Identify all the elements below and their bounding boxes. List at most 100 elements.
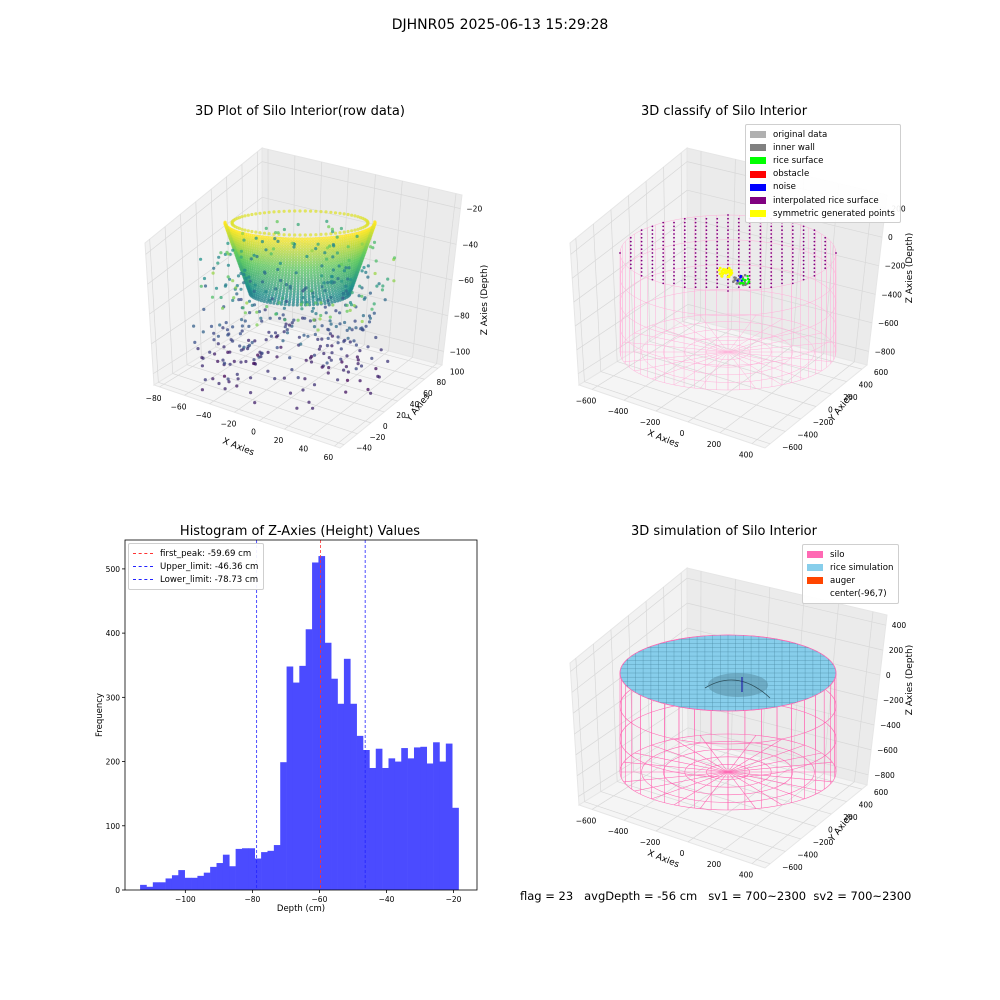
depth-point [271, 275, 275, 279]
legend-label: Upper_limit: -46.36 cm [160, 561, 259, 572]
depth-point [257, 260, 261, 264]
depth-point [265, 261, 269, 265]
p4-z-tick: 0 [886, 671, 891, 680]
histogram-x-tick: −40 [379, 895, 395, 904]
legend-entry: first_peak: -59.69 cm [133, 547, 258, 560]
depth-point [262, 245, 266, 249]
depth-point [320, 249, 324, 253]
depth-point [306, 247, 310, 252]
depth-point [261, 235, 265, 239]
depth-point [321, 294, 326, 298]
depth-point [290, 279, 294, 283]
histogram-bar [318, 556, 326, 890]
depth-point [313, 281, 317, 285]
depth-point [267, 280, 271, 284]
depth-point [266, 249, 271, 253]
histogram-bar [178, 870, 185, 890]
depth-point [312, 260, 316, 264]
depth-point [307, 284, 311, 288]
depth-point [265, 238, 269, 242]
depth-point [297, 250, 301, 254]
depth-point [324, 267, 328, 271]
legend-swatch [133, 579, 153, 581]
depth-point [324, 236, 328, 240]
p4-z-tick: −400 [880, 721, 901, 730]
depth-point [300, 277, 304, 281]
depth-point [315, 268, 319, 272]
depth-point [300, 266, 304, 270]
depth-point [338, 298, 342, 302]
depth-point [284, 274, 288, 278]
depth-point [272, 270, 276, 274]
depth-point [303, 240, 307, 244]
depth-point [281, 292, 285, 296]
depth-point [259, 299, 264, 303]
depth-point [272, 267, 276, 271]
depth-point [270, 238, 274, 243]
depth-point [282, 258, 286, 262]
histogram-y-tick: 400 [106, 629, 121, 638]
depth-point [277, 276, 281, 280]
depth-point [331, 290, 335, 294]
depth-point [257, 245, 261, 249]
depth-point [332, 284, 337, 288]
p4-z-tick: 400 [892, 621, 907, 630]
depth-point [256, 268, 260, 272]
depth-point [281, 237, 285, 241]
depth-point [285, 253, 289, 257]
p4-y-tick: −400 [797, 850, 818, 859]
depth-point [330, 248, 335, 253]
legend-label: rice simulation [830, 562, 894, 573]
depth-point [285, 287, 290, 291]
depth-point [359, 259, 363, 264]
depth-point [325, 249, 329, 253]
histogram-bar [216, 863, 224, 890]
depth-point [351, 282, 355, 286]
depth-point [315, 258, 319, 262]
depth-point [320, 255, 324, 259]
depth-point [303, 298, 307, 302]
depth-point [288, 261, 292, 265]
depth-point [287, 268, 291, 273]
depth-point [272, 244, 276, 248]
histogram-bar [382, 767, 389, 890]
depth-point [265, 300, 269, 304]
depth-point [373, 220, 377, 224]
legend-swatch [807, 577, 823, 585]
depth-point [303, 263, 307, 267]
depth-point [267, 264, 271, 268]
legend-entry: auger [807, 574, 893, 587]
depth-point [312, 263, 316, 267]
depth-point [307, 297, 311, 302]
depth-point [322, 247, 326, 251]
depth-point [327, 236, 331, 240]
histogram-bar [229, 866, 236, 890]
depth-point [284, 271, 288, 275]
histogram-bar [363, 750, 370, 890]
depth-point [323, 286, 328, 290]
depth-point [259, 248, 263, 252]
depth-point [296, 290, 300, 294]
depth-point [259, 263, 263, 267]
depth-point [291, 253, 295, 257]
histogram-bar [407, 758, 415, 890]
depth-point [270, 244, 274, 248]
depth-point [336, 255, 340, 260]
histogram-bar [299, 665, 306, 890]
depth-point [271, 254, 275, 258]
p4-x-tick: 0 [680, 849, 685, 858]
depth-point [303, 282, 307, 286]
depth-point [283, 302, 287, 307]
depth-point [313, 276, 317, 280]
depth-point [300, 279, 304, 283]
depth-point [331, 251, 335, 255]
depth-point [268, 259, 272, 263]
depth-point [338, 268, 342, 272]
depth-point [284, 268, 288, 272]
depth-point [256, 250, 260, 254]
depth-point [338, 283, 342, 287]
depth-point [321, 270, 326, 274]
legend-label: silo [830, 549, 845, 560]
depth-point [324, 265, 328, 269]
depth-point [297, 255, 301, 260]
